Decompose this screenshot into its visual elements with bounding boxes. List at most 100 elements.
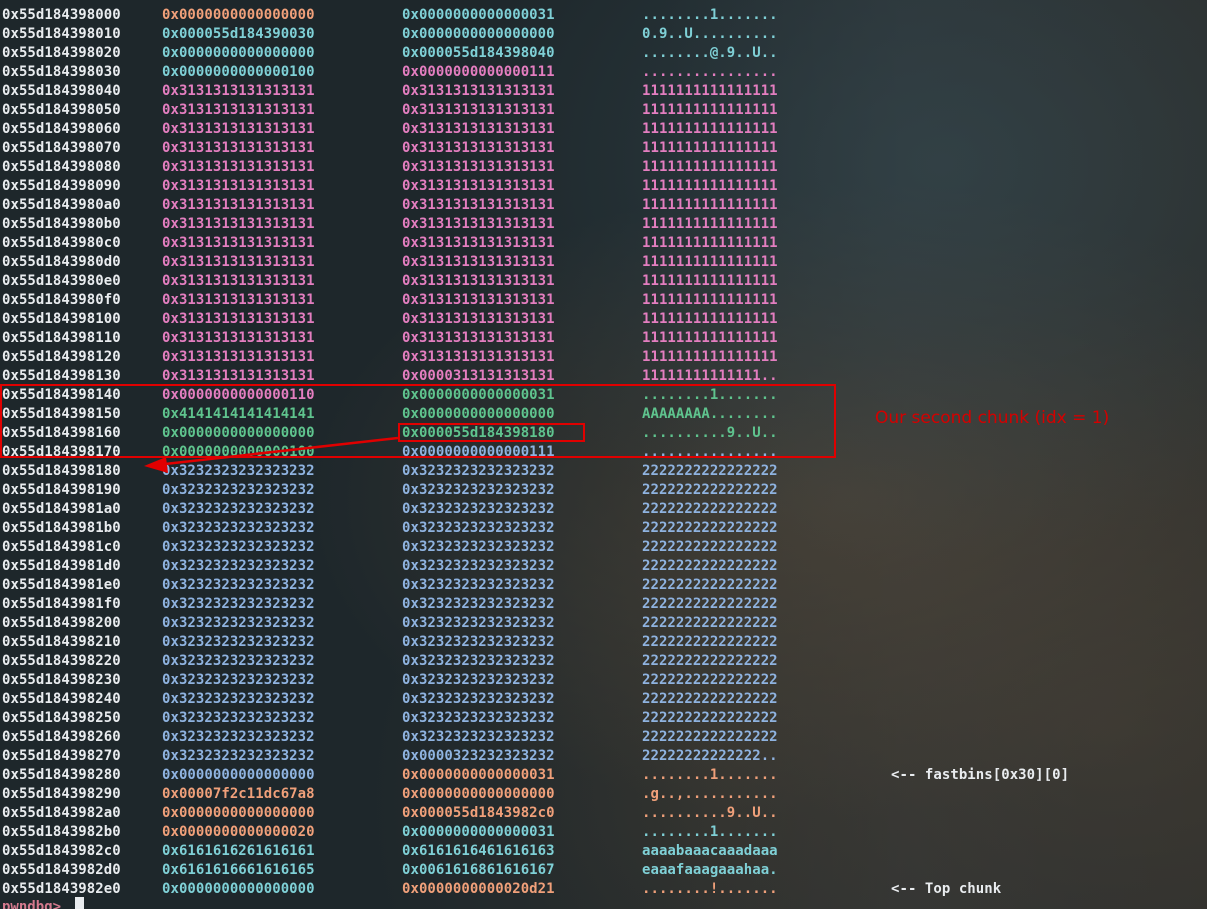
row-address: 0x55d1843980b0: [2, 216, 121, 232]
row-qword-1: 0x3131313131313131: [162, 235, 315, 251]
heap-row: 0x55d184398050 0x3131313131313131 0x313131…: [0, 101, 1207, 120]
row-qword-1: 0x3131313131313131: [162, 311, 315, 327]
row-qword-2: 0x3232323232323232: [402, 653, 555, 669]
row-address: 0x55d184398020: [2, 45, 121, 61]
row-qword-2: 0x0000000000020d21: [402, 881, 555, 897]
row-qword-1: 0x0000000000000100: [162, 64, 315, 80]
heap-row: 0x55d1843980d0 0x3131313131313131 0x313131…: [0, 253, 1207, 272]
row-ascii: ........@.9..U..: [642, 45, 778, 61]
row-ascii: 1111111111111111: [642, 311, 778, 327]
chunk-annotation-label: Our second chunk (idx = 1): [875, 408, 1110, 428]
row-qword-1: 0x3232323232323232: [162, 596, 315, 612]
row-qword-1: 0x3232323232323232: [162, 577, 315, 593]
row-qword-2: 0x0000000000000111: [402, 64, 555, 80]
row-ascii: 1111111111111111: [642, 102, 778, 118]
row-qword-2: 0x3131313131313131: [402, 216, 555, 232]
row-ascii: 11111111111111..: [642, 368, 778, 384]
row-address: 0x55d184398120: [2, 349, 121, 365]
row-qword-1: 0x3131313131313131: [162, 83, 315, 99]
row-qword-1: 0x3131313131313131: [162, 254, 315, 270]
row-address: 0x55d184398100: [2, 311, 121, 327]
row-qword-2: 0x3232323232323232: [402, 634, 555, 650]
heap-row: 0x55d1843981d0 0x3232323232323232 0x323232…: [0, 557, 1207, 576]
row-qword-1: 0x3131313131313131: [162, 273, 315, 289]
row-ascii: 2222222222222222: [642, 501, 778, 517]
row-address: 0x55d184398080: [2, 159, 121, 175]
command-prompt[interactable]: pwndbg>: [2, 897, 85, 909]
row-qword-1: 0x0000000000000000: [162, 45, 315, 61]
row-qword-1: 0x3232323232323232: [162, 691, 315, 707]
row-ascii: 1111111111111111: [642, 178, 778, 194]
row-qword-2: 0x0000000000000000: [402, 786, 555, 802]
row-qword-2: 0x3131313131313131: [402, 330, 555, 346]
heap-row: 0x55d184398060 0x3131313131313131 0x313131…: [0, 120, 1207, 139]
row-qword-2: 0x0000000000000031: [402, 824, 555, 840]
heap-row: 0x55d184398220 0x3232323232323232 0x323232…: [0, 652, 1207, 671]
row-qword-2: 0x0000323232323232: [402, 748, 555, 764]
heap-row: 0x55d184398260 0x3232323232323232 0x323232…: [0, 728, 1207, 747]
row-qword-2: 0x3232323232323232: [402, 558, 555, 574]
row-address: 0x55d184398010: [2, 26, 121, 42]
row-ascii: 2222222222222222: [642, 463, 778, 479]
row-qword-2: 0x3232323232323232: [402, 691, 555, 707]
row-ascii: ..........9..U..: [642, 805, 778, 821]
row-address: 0x55d184398210: [2, 634, 121, 650]
row-address: 0x55d184398050: [2, 102, 121, 118]
heap-row: 0x55d184398190 0x3232323232323232 0x323232…: [0, 481, 1207, 500]
heap-row: 0x55d184398010 0x000055d184390030 0x000000…: [0, 25, 1207, 44]
row-qword-1: 0x3131313131313131: [162, 330, 315, 346]
row-qword-1: 0x3131313131313131: [162, 140, 315, 156]
row-ascii: 0.9..U..........: [642, 26, 778, 42]
row-ascii: 22222222222222..: [642, 748, 778, 764]
text-cursor: [75, 897, 85, 909]
row-address: 0x55d184398280: [2, 767, 121, 783]
row-address: 0x55d1843981f0: [2, 596, 121, 612]
row-address: 0x55d1843980d0: [2, 254, 121, 270]
row-ascii: 2222222222222222: [642, 729, 778, 745]
prompt-text: pwndbg>: [2, 899, 70, 909]
row-address: 0x55d1843981a0: [2, 501, 121, 517]
row-qword-2: 0x6161616461616163: [402, 843, 555, 859]
row-qword-2: 0x3232323232323232: [402, 596, 555, 612]
row-ascii: 1111111111111111: [642, 349, 778, 365]
row-address: 0x55d184398250: [2, 710, 121, 726]
row-qword-2: 0x3232323232323232: [402, 539, 555, 555]
row-ascii: 2222222222222222: [642, 596, 778, 612]
row-qword-2: 0x0000000000000031: [402, 387, 555, 403]
fd-pointer-highlight-box: [398, 423, 585, 442]
heap-row: 0x55d1843981e0 0x3232323232323232 0x323232…: [0, 576, 1207, 595]
row-qword-1: 0x3131313131313131: [162, 197, 315, 213]
row-address: 0x55d1843982b0: [2, 824, 121, 840]
heap-row: 0x55d1843982e0 0x0000000000000000 0x000000…: [0, 880, 1207, 899]
row-ascii: 2222222222222222: [642, 615, 778, 631]
row-qword-1: 0x0000000000000000: [162, 805, 315, 821]
row-qword-1: 0x3232323232323232: [162, 501, 315, 517]
row-ascii: 1111111111111111: [642, 197, 778, 213]
row-qword-2: 0x3131313131313131: [402, 83, 555, 99]
row-annotation: <-- Top chunk: [891, 881, 1002, 897]
heap-row: 0x55d1843981a0 0x3232323232323232 0x323232…: [0, 500, 1207, 519]
row-qword-2: 0x3131313131313131: [402, 178, 555, 194]
row-qword-2: 0x0000000000000000: [402, 26, 555, 42]
chunk-highlight-box: [0, 384, 836, 458]
row-address: 0x55d1843982a0: [2, 805, 121, 821]
heap-row: 0x55d1843981f0 0x3232323232323232 0x323232…: [0, 595, 1207, 614]
row-ascii: 1111111111111111: [642, 216, 778, 232]
row-address: 0x55d184398150: [2, 406, 121, 422]
row-address: 0x55d1843980f0: [2, 292, 121, 308]
row-qword-1: 0x3232323232323232: [162, 672, 315, 688]
heap-row: 0x55d1843982d0 0x6161616661616165 0x006161…: [0, 861, 1207, 880]
heap-row: 0x55d184398270 0x3232323232323232 0x000032…: [0, 747, 1207, 766]
row-address: 0x55d184398180: [2, 463, 121, 479]
row-address: 0x55d1843980e0: [2, 273, 121, 289]
row-qword-2: 0x3131313131313131: [402, 121, 555, 137]
row-address: 0x55d1843982c0: [2, 843, 121, 859]
heap-row: 0x55d184398090 0x3131313131313131 0x313131…: [0, 177, 1207, 196]
heap-row: 0x55d184398230 0x3232323232323232 0x323232…: [0, 671, 1207, 690]
row-qword-2: 0x3232323232323232: [402, 577, 555, 593]
row-ascii: 2222222222222222: [642, 520, 778, 536]
row-ascii: 1111111111111111: [642, 292, 778, 308]
row-qword-1: 0x0000000000000020: [162, 824, 315, 840]
heap-row: 0x55d184398290 0x00007f2c11dc67a8 0x000000…: [0, 785, 1207, 804]
